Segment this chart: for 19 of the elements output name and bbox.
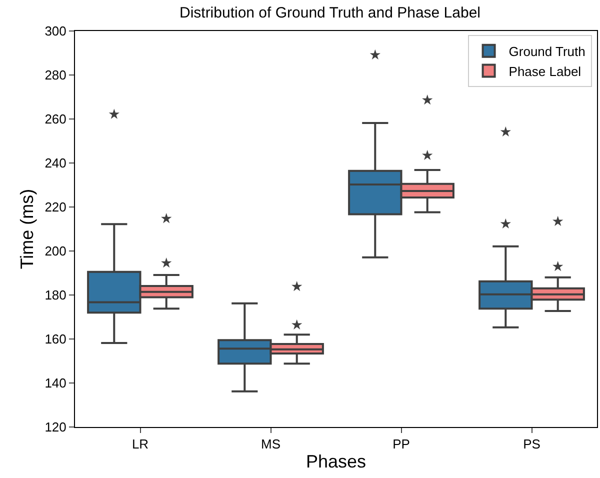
x-tick-label: LR [132,436,149,452]
y-tick-label: 180 [44,288,66,303]
y-tick-label: 280 [44,68,66,83]
legend-label: Ground Truth [508,44,586,59]
y-tick-label: 260 [44,112,66,127]
y-tick-label: 240 [44,156,66,171]
x-tick-label: PS [523,436,541,452]
x-tick-label: PP [392,436,410,452]
y-tick-label: 160 [44,332,66,347]
chart-title: Distribution of Ground Truth and Phase Label [179,4,481,22]
x-tick-label: MS [261,436,281,452]
y-tick-label: 300 [44,24,66,39]
y-axis-title: Time (ms) [16,188,37,270]
y-tick-label: 200 [44,244,66,259]
y-tick-label: 220 [44,200,66,215]
y-tick-label: 120 [44,420,66,435]
y-tick-label: 140 [44,376,66,391]
legend-label: Phase Label [508,64,582,79]
x-axis-title: Phases [306,452,366,472]
